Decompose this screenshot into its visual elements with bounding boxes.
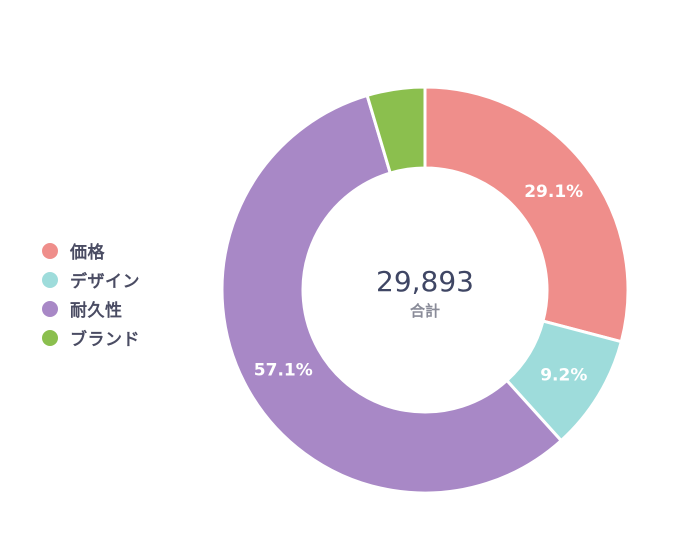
legend-item-durability[interactable]: 耐久性 (42, 294, 140, 323)
donut-slices (220, 85, 630, 495)
legend: 価格 デザイン 耐久性 ブランド (42, 236, 140, 352)
legend-label: 耐久性 (70, 301, 123, 321)
center-caption: 合計 (409, 302, 440, 320)
center-total: 29,893 (376, 265, 474, 298)
legend-item-price[interactable]: 価格 (42, 236, 140, 265)
slice-label-design: 9.2% (540, 366, 587, 386)
legend-item-design[interactable]: デザイン (42, 265, 140, 294)
slice-brand[interactable] (365, 85, 427, 175)
legend-label: 価格 (70, 243, 105, 263)
slice-label-durability: 57.1% (254, 361, 313, 381)
legend-item-brand[interactable]: ブランド (42, 323, 140, 352)
legend-swatch (42, 329, 58, 346)
legend-label: ブランド (70, 330, 140, 350)
legend-label: デザイン (70, 272, 140, 292)
slice-price[interactable] (423, 85, 630, 344)
legend-swatch (42, 271, 58, 288)
slice-durability[interactable] (220, 93, 564, 495)
legend-swatch (42, 242, 58, 259)
slice-label-price: 29.1% (524, 182, 583, 202)
slice-labels: 29.1% 9.2% 57.1% (254, 182, 588, 386)
legend-swatch (42, 300, 58, 317)
